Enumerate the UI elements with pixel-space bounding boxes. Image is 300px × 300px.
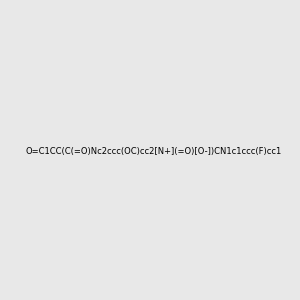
Text: O=C1CC(C(=O)Nc2ccc(OC)cc2[N+](=O)[O-])CN1c1ccc(F)cc1: O=C1CC(C(=O)Nc2ccc(OC)cc2[N+](=O)[O-])CN… <box>26 147 282 156</box>
